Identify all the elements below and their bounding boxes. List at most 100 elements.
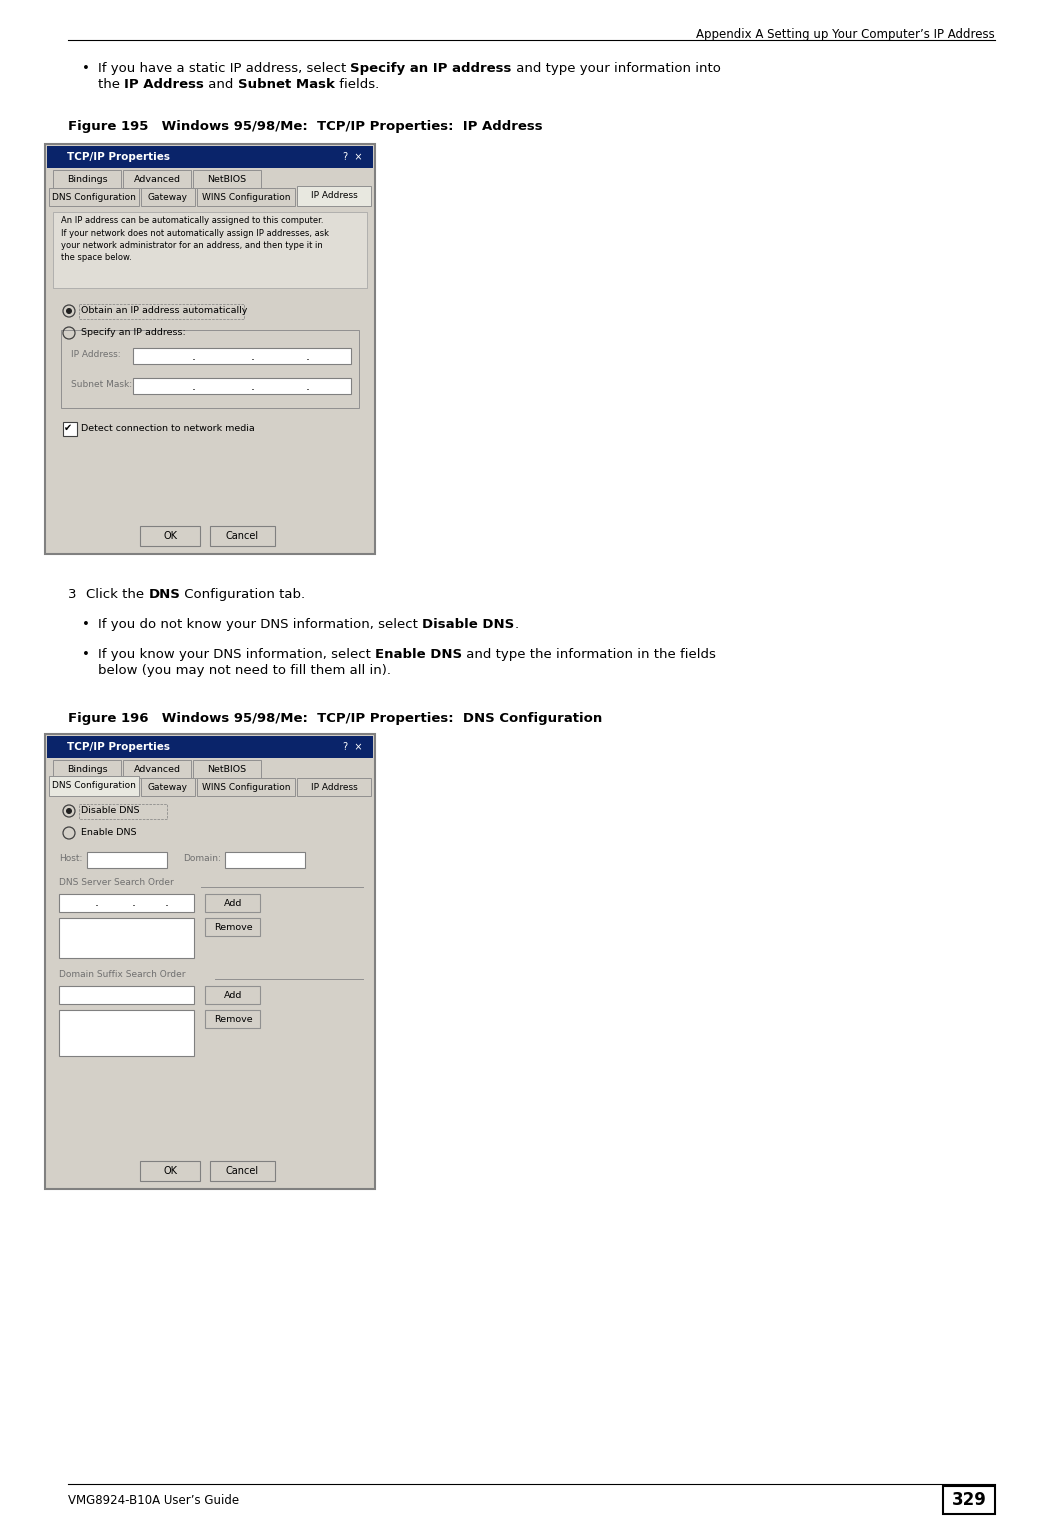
Text: .: .: [192, 349, 196, 363]
Text: .: .: [131, 896, 135, 910]
Text: Disable DNS: Disable DNS: [81, 806, 139, 815]
Bar: [193, 171, 261, 187]
Bar: [47, 146, 373, 168]
Text: Figure 195  Windows 95/98/Me:  TCP/IP Properties:  IP Address: Figure 195 Windows 95/98/Me: TCP/IP Prop…: [68, 120, 542, 133]
Text: Specify an IP address: Specify an IP address: [351, 62, 512, 75]
Text: Host:: Host:: [60, 853, 82, 863]
Bar: [61, 331, 359, 408]
Text: ?  ×: ? ×: [343, 152, 362, 162]
Text: DNS Configuration: DNS Configuration: [52, 192, 136, 201]
Text: Domain Suffix Search Order: Domain Suffix Search Order: [60, 969, 186, 978]
Text: Subnet Mask:: Subnet Mask:: [71, 379, 132, 389]
Bar: [205, 1010, 260, 1029]
Text: WINS Configuration: WINS Configuration: [202, 782, 290, 791]
Text: An IP address can be automatically assigned to this computer.
If your network do: An IP address can be automatically assig…: [61, 216, 330, 262]
Text: Gateway: Gateway: [148, 782, 188, 791]
Text: .: .: [251, 379, 255, 393]
Text: fields.: fields.: [335, 78, 378, 91]
Text: DNS Server Search Order: DNS Server Search Order: [60, 878, 173, 887]
Text: Cancel: Cancel: [225, 1166, 258, 1177]
Bar: [193, 760, 261, 777]
Text: WINS Configuration: WINS Configuration: [202, 192, 290, 201]
Bar: [133, 378, 351, 395]
Text: and: and: [204, 78, 238, 91]
Text: IP Address: IP Address: [310, 192, 357, 201]
Bar: [53, 171, 121, 187]
Text: Subnet Mask: Subnet Mask: [238, 78, 335, 91]
Bar: [133, 347, 351, 364]
Bar: [79, 805, 167, 818]
Text: IP Address: IP Address: [310, 782, 357, 791]
Text: Cancel: Cancel: [225, 530, 258, 541]
Text: Enable DNS: Enable DNS: [81, 828, 136, 837]
Circle shape: [66, 808, 72, 814]
Bar: [297, 777, 371, 796]
Text: •: •: [82, 62, 90, 75]
Text: OK: OK: [163, 530, 178, 541]
Text: Remove: Remove: [214, 1015, 252, 1024]
Text: Appendix A Setting up Your Computer’s IP Address: Appendix A Setting up Your Computer’s IP…: [696, 27, 995, 41]
Text: •: •: [82, 648, 90, 661]
Bar: [47, 736, 373, 757]
Text: and type your information into: and type your information into: [512, 62, 721, 75]
Text: .: .: [305, 379, 309, 393]
Text: ?  ×: ? ×: [343, 742, 362, 751]
Bar: [197, 777, 296, 796]
Text: Enable DNS: Enable DNS: [375, 648, 462, 661]
Bar: [60, 917, 195, 959]
Bar: [123, 171, 191, 187]
Text: Detect connection to network media: Detect connection to network media: [81, 424, 255, 433]
Text: .: .: [251, 349, 255, 363]
Bar: [60, 986, 195, 1004]
Text: .: .: [305, 349, 309, 363]
Bar: [210, 526, 275, 546]
Bar: [53, 212, 367, 288]
Text: ✔: ✔: [64, 424, 72, 433]
Text: 3: 3: [68, 588, 77, 600]
Bar: [60, 895, 195, 911]
Text: If you know your DNS information, select: If you know your DNS information, select: [98, 648, 375, 661]
Text: Remove: Remove: [214, 922, 252, 931]
Bar: [53, 760, 121, 777]
Bar: [140, 1161, 200, 1181]
Bar: [205, 895, 260, 911]
Text: Specify an IP address:: Specify an IP address:: [81, 328, 186, 337]
Text: Bindings: Bindings: [67, 765, 107, 774]
Text: below (you may not need to fill them all in).: below (you may not need to fill them all…: [98, 664, 391, 677]
Bar: [297, 186, 371, 206]
Text: TCP/IP Properties: TCP/IP Properties: [67, 152, 170, 162]
Text: and type the information in the fields: and type the information in the fields: [462, 648, 716, 661]
Text: 329: 329: [951, 1490, 986, 1509]
Text: If you have a static IP address, select: If you have a static IP address, select: [98, 62, 351, 75]
Bar: [141, 777, 195, 796]
Bar: [141, 187, 195, 206]
Bar: [225, 852, 305, 869]
Text: .: .: [95, 896, 99, 910]
Bar: [45, 735, 375, 1189]
Bar: [140, 526, 200, 546]
Text: OK: OK: [163, 1166, 178, 1177]
Text: DNS: DNS: [149, 588, 181, 600]
Text: VMG8924-B10A User’s Guide: VMG8924-B10A User’s Guide: [68, 1494, 239, 1507]
Bar: [205, 917, 260, 936]
Text: Gateway: Gateway: [148, 192, 188, 201]
Bar: [210, 1161, 275, 1181]
Text: Advanced: Advanced: [134, 765, 181, 774]
Text: .: .: [514, 619, 519, 631]
Bar: [123, 760, 191, 777]
Text: Bindings: Bindings: [67, 175, 107, 183]
Text: TCP/IP Properties: TCP/IP Properties: [67, 742, 170, 751]
Text: the: the: [98, 78, 124, 91]
Bar: [79, 303, 244, 319]
Bar: [49, 776, 139, 796]
Text: Disable DNS: Disable DNS: [422, 619, 514, 631]
Text: IP Address:: IP Address:: [71, 351, 120, 360]
Text: NetBIOS: NetBIOS: [207, 765, 247, 774]
Text: NetBIOS: NetBIOS: [207, 175, 247, 183]
Bar: [943, 1486, 995, 1513]
Text: IP Address: IP Address: [124, 78, 204, 91]
Bar: [63, 422, 77, 436]
Text: Configuration tab.: Configuration tab.: [181, 588, 305, 600]
Text: .: .: [165, 896, 169, 910]
Circle shape: [66, 308, 72, 314]
